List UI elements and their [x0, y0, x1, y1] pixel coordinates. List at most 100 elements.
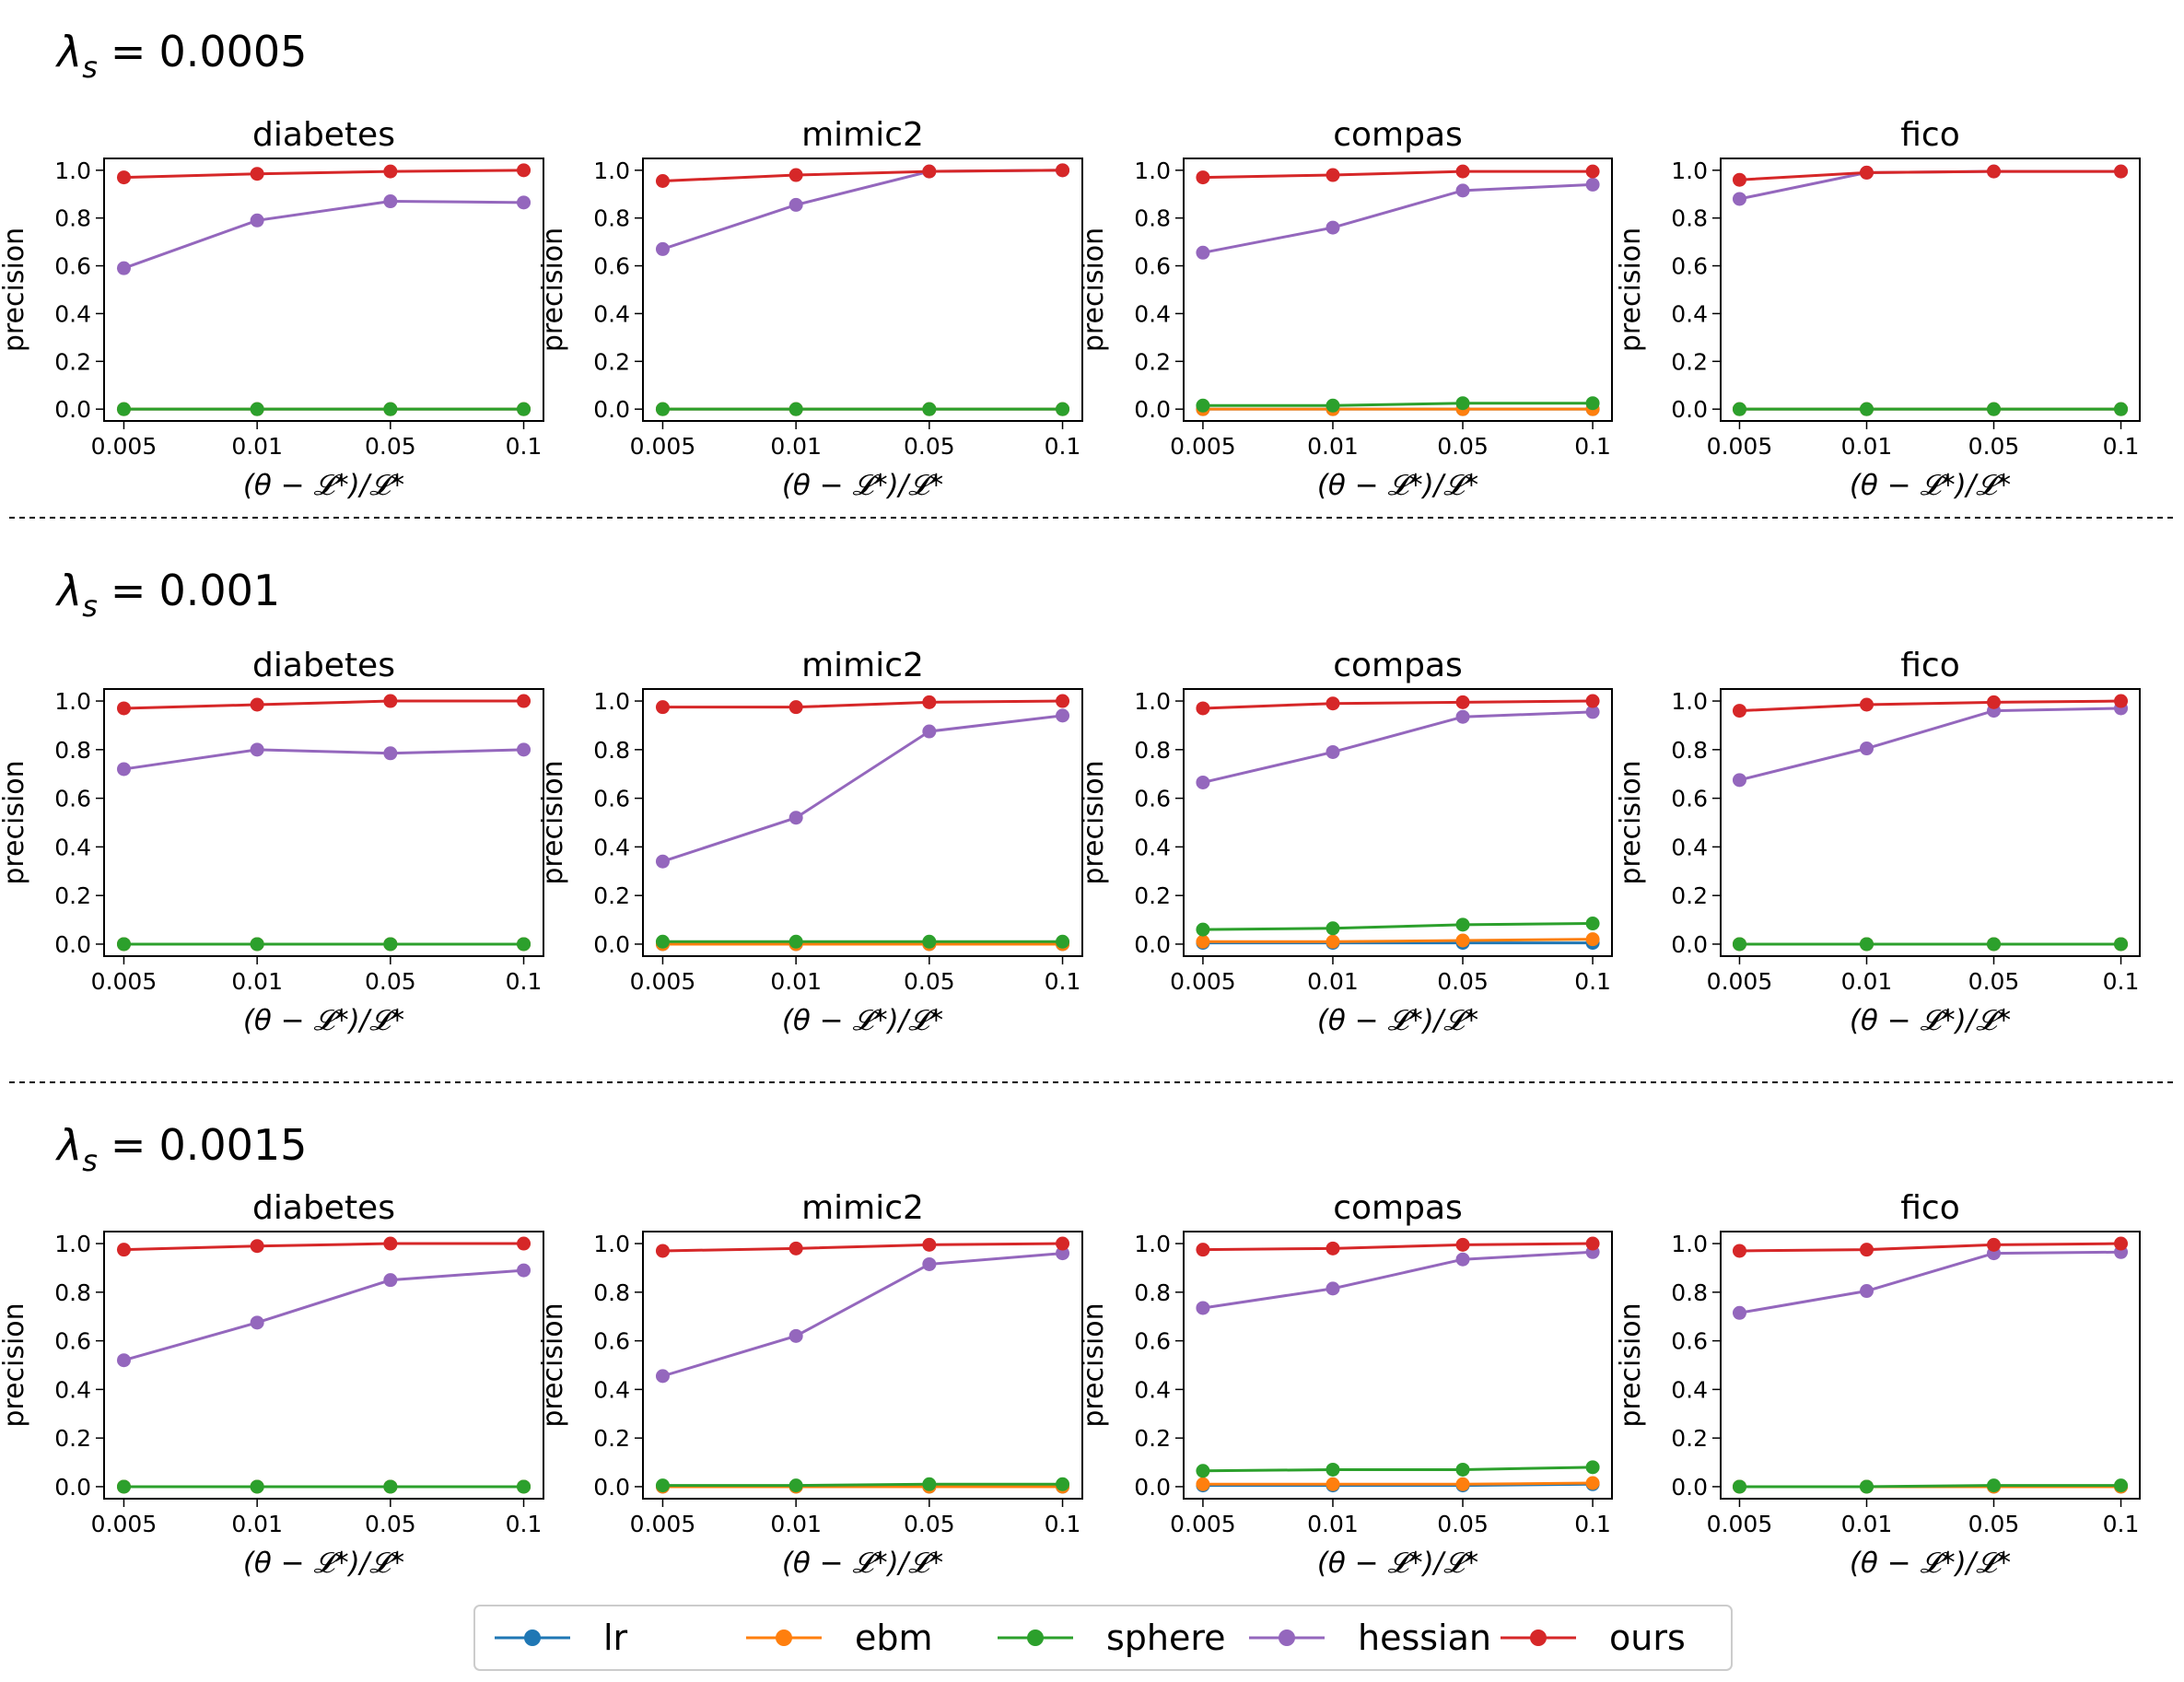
- y-tick-label: 0.6: [1671, 786, 1708, 812]
- lambda-equals: =: [111, 27, 146, 76]
- point-sphere-0.1: [2114, 402, 2129, 416]
- chart-title: mimic2: [801, 647, 924, 684]
- point-ours-0.01: [788, 168, 803, 182]
- y-tick-label: 0.0: [1671, 396, 1708, 423]
- x-tick-label: 0.1: [506, 1511, 543, 1537]
- point-ebm-0.005: [1196, 1477, 1210, 1491]
- y-tick-label: 1.0: [54, 688, 91, 715]
- series-line-sphere: [1202, 1466, 1594, 1473]
- chart-title: mimic2: [801, 116, 924, 154]
- point-sphere-0.005: [116, 402, 131, 416]
- x-tick-label: 0.05: [1968, 1511, 2020, 1537]
- series-line-hessian: [1739, 1250, 2121, 1314]
- y-tick-label: 1.0: [1134, 1231, 1171, 1257]
- point-sphere-0.05: [922, 402, 937, 416]
- point-sphere-0.01: [250, 402, 264, 416]
- y-tick-label: 1.0: [54, 158, 91, 184]
- chart-fico-0: fico 0.0 0.2 0.4 0.6 0.8 1.0 0.005 0.01 0.05 0.1 pr…: [1615, 116, 2141, 502]
- point-ours-0.05: [1987, 695, 2002, 709]
- series-line-sphere: [1739, 1484, 2121, 1489]
- y-tick-label: 0.8: [1671, 1279, 1708, 1306]
- point-ours-0.1: [2114, 164, 2129, 179]
- point-ours-0.1: [517, 694, 531, 708]
- y-tick-label: 0.6: [593, 253, 630, 280]
- axes-frame: [103, 688, 544, 957]
- y-tick-label: 0.0: [1134, 931, 1171, 958]
- point-hessian-0.1: [1585, 177, 1600, 192]
- x-tick-label: 0.01: [231, 433, 283, 460]
- x-tick-label: 0.005: [91, 1511, 158, 1537]
- x-tick-label: 0.1: [506, 433, 543, 460]
- point-sphere-0.05: [922, 934, 937, 949]
- legend-box: [473, 1605, 1733, 1671]
- point-sphere-0.01: [1859, 402, 1874, 416]
- x-tick-label: 0.005: [1707, 433, 1773, 460]
- y-tick-label: 0.4: [1671, 300, 1708, 327]
- y-tick-label: 0.4: [1134, 1376, 1171, 1403]
- y-tick-label: 0.6: [1134, 253, 1171, 280]
- point-ours-0.005: [116, 701, 131, 716]
- y-tick-label: 1.0: [1671, 688, 1708, 715]
- point-sphere-0.005: [1732, 1479, 1746, 1494]
- x-tick-label: 0.05: [1437, 968, 1489, 995]
- y-tick-label: 0.4: [54, 300, 91, 327]
- y-tick-label: 0.8: [1134, 205, 1171, 232]
- series-line-ours: [662, 699, 1063, 709]
- x-tick-label: 0.01: [231, 1511, 283, 1537]
- x-tick-label: 0.1: [506, 968, 543, 995]
- point-ebm-0.005: [1196, 934, 1210, 949]
- y-axis-label: precision: [537, 228, 569, 352]
- y-tick-label: 0.8: [1134, 737, 1171, 764]
- chart-compas-1: compas 0.0 0.2 0.4 0.6 0.8 1.0 0.005 0.01 0.05 0.1…: [1078, 647, 1613, 1037]
- x-tick-label: 0.1: [2103, 968, 2140, 995]
- y-tick-label: 0.6: [1671, 253, 1708, 280]
- legend-marker-ebm: [776, 1629, 792, 1646]
- series-line-ebm: [1202, 938, 1594, 943]
- y-tick-label: 0.0: [593, 931, 630, 958]
- point-hessian-0.1: [1056, 708, 1070, 723]
- chart-panels: diabetes 0.0 0.2 0.4 0.6 0.8 1.0 0.005 0.01 0.05 0…: [0, 116, 2141, 1580]
- chart-title: mimic2: [801, 1189, 924, 1227]
- point-ours-0.05: [922, 695, 937, 709]
- x-tick-label: 0.01: [1307, 968, 1359, 995]
- axes-frame: [1183, 688, 1613, 957]
- point-hessian-0.005: [116, 261, 131, 275]
- axes-frame: [1183, 1231, 1613, 1500]
- x-tick-label: 0.05: [365, 1511, 416, 1537]
- point-sphere-0.005: [116, 937, 131, 952]
- x-tick-label: 0.01: [1307, 1511, 1359, 1537]
- chart-title: diabetes: [252, 1189, 395, 1227]
- point-sphere-0.1: [517, 937, 531, 952]
- y-axis-label: precision: [0, 228, 30, 352]
- point-hessian-0.05: [383, 746, 398, 761]
- point-hessian-0.1: [517, 195, 531, 210]
- x-axis-label: (θ − 𝓛*)/𝓛*: [1850, 1547, 2011, 1580]
- x-tick-label: 0.05: [365, 968, 416, 995]
- series-line-hessian: [123, 1268, 524, 1362]
- lambda-symbol: λ: [54, 1120, 82, 1170]
- point-sphere-0.05: [1987, 402, 2002, 416]
- lambda-symbol: λ: [54, 566, 82, 615]
- point-hessian-0.01: [250, 213, 264, 228]
- x-tick-label: 0.1: [1574, 1511, 1611, 1537]
- chart-title: fico: [1900, 1189, 1960, 1227]
- x-tick-label: 0.05: [1437, 433, 1489, 460]
- point-hessian-0.005: [1732, 1305, 1746, 1320]
- y-tick-label: 0.6: [1134, 1328, 1171, 1355]
- y-tick-label: 0.4: [593, 1376, 630, 1403]
- point-sphere-0.01: [250, 937, 264, 952]
- y-axis-label: precision: [1615, 1302, 1647, 1427]
- legend-label-lr: lr: [603, 1618, 628, 1658]
- series-line-ours: [662, 1242, 1063, 1253]
- point-sphere-0.05: [383, 937, 398, 952]
- point-ebm-0.01: [1326, 1477, 1340, 1491]
- point-sphere-0.01: [788, 1478, 803, 1493]
- y-axis-label: precision: [537, 760, 569, 884]
- chart-fico-1: fico 0.0 0.2 0.4 0.6 0.8 1.0 0.005 0.01 0.05 0.1 pr…: [1615, 647, 2141, 1037]
- y-axis-label: precision: [537, 1302, 569, 1427]
- lambda-subscript: s: [82, 50, 98, 85]
- point-ours-0.1: [2114, 1236, 2129, 1251]
